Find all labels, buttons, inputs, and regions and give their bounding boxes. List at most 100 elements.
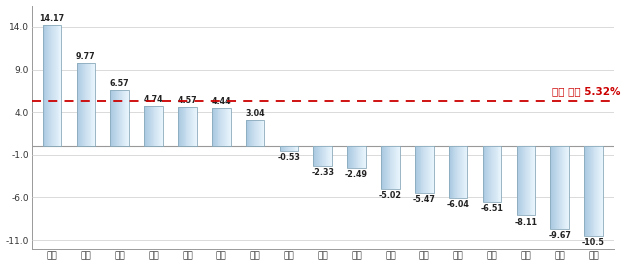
Bar <box>551 146 569 229</box>
Bar <box>324 146 326 166</box>
Bar <box>591 146 592 236</box>
Bar <box>486 146 488 202</box>
Bar <box>415 146 416 193</box>
Bar <box>558 146 559 229</box>
Bar <box>222 109 223 146</box>
Text: -8.11: -8.11 <box>514 218 538 227</box>
Bar <box>428 146 429 193</box>
Bar <box>212 109 213 146</box>
Bar <box>186 107 188 146</box>
Bar <box>282 146 283 151</box>
Bar <box>152 106 154 146</box>
Bar <box>117 90 118 146</box>
Bar <box>387 146 388 189</box>
Bar <box>124 90 125 146</box>
Bar <box>195 107 196 146</box>
Bar <box>326 146 328 166</box>
Bar <box>562 146 563 229</box>
Text: 4.74: 4.74 <box>144 95 163 104</box>
Bar <box>349 146 350 168</box>
Bar <box>497 146 498 202</box>
Bar <box>557 146 558 229</box>
Bar <box>260 120 261 146</box>
Bar <box>499 146 501 202</box>
Bar <box>184 107 186 146</box>
Bar <box>89 63 91 146</box>
Bar <box>88 63 89 146</box>
Bar <box>555 146 556 229</box>
Bar <box>588 146 589 236</box>
Bar <box>220 109 221 146</box>
Bar <box>248 120 249 146</box>
Bar <box>456 146 458 198</box>
Bar <box>352 146 353 168</box>
Bar <box>55 26 56 146</box>
Bar <box>600 146 601 236</box>
Bar <box>246 120 247 146</box>
Bar <box>261 120 262 146</box>
Bar <box>145 106 146 146</box>
Bar <box>215 109 216 146</box>
Bar <box>92 63 93 146</box>
Bar <box>426 146 427 193</box>
Bar <box>249 120 251 146</box>
Bar <box>430 146 431 193</box>
Bar <box>322 146 324 166</box>
Bar <box>51 26 52 146</box>
Bar <box>115 90 116 146</box>
Bar <box>190 107 191 146</box>
Text: -0.53: -0.53 <box>278 153 301 162</box>
Bar <box>160 106 161 146</box>
Text: -9.67: -9.67 <box>548 231 571 240</box>
Bar <box>223 109 224 146</box>
Bar <box>146 106 147 146</box>
Bar <box>255 120 256 146</box>
Bar <box>458 146 459 198</box>
Bar <box>532 146 533 215</box>
Text: 14.17: 14.17 <box>39 14 64 23</box>
Bar <box>599 146 600 236</box>
Bar <box>87 63 88 146</box>
Bar <box>350 146 351 168</box>
Bar <box>44 26 46 146</box>
Bar <box>256 120 257 146</box>
Bar <box>116 90 117 146</box>
Text: 전국 평균 5.32%: 전국 평균 5.32% <box>552 86 621 96</box>
Bar <box>460 146 461 198</box>
Bar <box>296 146 298 151</box>
Bar <box>488 146 489 202</box>
Bar <box>419 146 421 193</box>
Bar <box>415 146 434 193</box>
Bar <box>422 146 423 193</box>
Bar <box>216 109 217 146</box>
Bar <box>361 146 362 168</box>
Bar <box>523 146 524 215</box>
Text: -5.02: -5.02 <box>379 191 402 200</box>
Bar <box>418 146 419 193</box>
Bar <box>57 26 58 146</box>
Bar <box>423 146 424 193</box>
Bar <box>251 120 253 146</box>
Text: -2.49: -2.49 <box>345 170 368 179</box>
Bar <box>76 63 95 146</box>
Bar <box>464 146 466 198</box>
Bar <box>94 63 95 146</box>
Bar <box>482 146 484 202</box>
Bar <box>262 120 264 146</box>
Bar <box>284 146 285 151</box>
Bar <box>399 146 400 189</box>
Bar <box>522 146 523 215</box>
Bar <box>149 106 150 146</box>
Bar <box>161 106 162 146</box>
Bar <box>328 146 329 166</box>
Bar <box>259 120 260 146</box>
Bar <box>598 146 599 236</box>
Bar <box>247 120 248 146</box>
Bar <box>432 146 434 193</box>
Bar <box>144 106 163 146</box>
Bar <box>587 146 588 236</box>
Bar <box>214 109 215 146</box>
Bar <box>158 106 159 146</box>
Bar <box>291 146 292 151</box>
Bar <box>221 109 222 146</box>
